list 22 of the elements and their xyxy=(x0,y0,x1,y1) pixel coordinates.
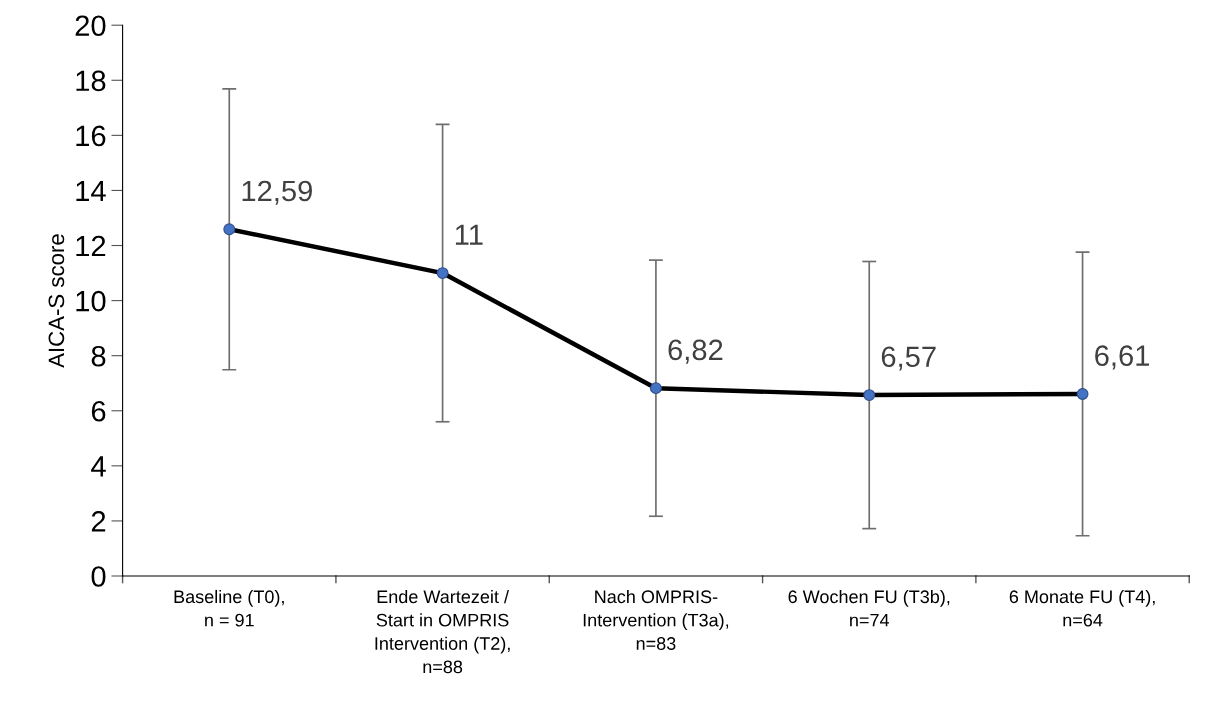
x-tick-label: 6 Monate FU (T4), n=64 xyxy=(1009,589,1155,627)
y-tick-label: 0 xyxy=(91,566,106,587)
data-label: 6,82 xyxy=(668,339,723,364)
y-tick-label: 16 xyxy=(76,125,106,147)
y-tick-label: 18 xyxy=(76,70,106,92)
x-tick-label: 6 Wochen FU (T3b), n=74 xyxy=(788,589,950,627)
data-label: 11 xyxy=(455,224,483,245)
y-tick-label: 2 xyxy=(91,511,106,532)
y-tick-label: 14 xyxy=(76,180,106,202)
y-tick-label: 4 xyxy=(91,456,106,477)
y-tick-label: 10 xyxy=(76,290,106,312)
y-tick-label: 8 xyxy=(91,345,106,367)
y-tick-label: 12 xyxy=(76,235,106,257)
x-tick-label: Nach OMPRIS- Intervention (T3a), n=83 xyxy=(583,589,729,650)
x-tick-label: Ende Wartezeit / Start in OMPRIS Intervention (T2), n=88 xyxy=(375,589,510,674)
data-label: 12,59 xyxy=(242,180,312,205)
data-label: 6,57 xyxy=(881,346,936,371)
y-tick-label: 6 xyxy=(91,400,106,422)
data-label: 6,61 xyxy=(1095,345,1150,370)
y-axis-title: AICA-S score xyxy=(48,234,65,368)
y-tick-label: 20 xyxy=(75,15,106,37)
x-tick-label: Baseline (T0), n = 91 xyxy=(174,589,284,627)
